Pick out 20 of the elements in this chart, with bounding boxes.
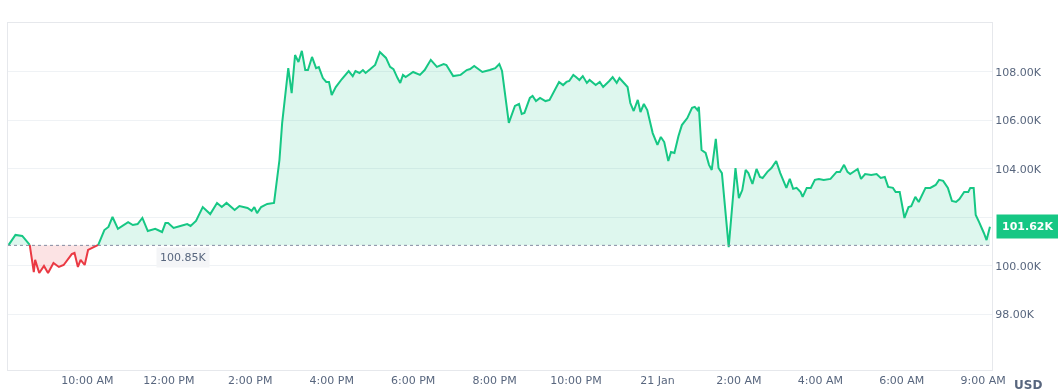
x-tick-label: 2:00 AM: [716, 374, 762, 388]
y-tick-label: 98.00K: [995, 308, 1035, 322]
x-tick-label: 6:00 PM: [390, 374, 436, 388]
annotation: 101.62K: [1002, 220, 1054, 233]
x-tick-label: 8:00 PM: [472, 374, 517, 388]
y-tick-label: 106.00K: [995, 114, 1042, 128]
y-tick-label: 104.00K: [995, 162, 1042, 176]
x-tick-label: 12:00 PM: [143, 374, 195, 388]
x-tick-label: 4:00 AM: [797, 374, 843, 388]
y-tick-label: 100.00K: [995, 259, 1042, 273]
x-tick-label: 21 Jan: [640, 374, 675, 388]
x-tick-label: 2:00 PM: [228, 374, 273, 388]
x-tick-label: 10:00 PM: [550, 374, 602, 388]
x-tick-label: 6:00 AM: [879, 374, 925, 388]
y-tick-label: 108.00K: [995, 65, 1042, 79]
x-tick-label: 4:00 PM: [309, 374, 354, 388]
x-tick-label: 9:00 AM: [960, 374, 1006, 388]
ref-line-label: 100.85K: [160, 251, 207, 264]
x-tick-label: 10:00 AM: [61, 374, 114, 388]
text: USD: [1014, 378, 1043, 390]
